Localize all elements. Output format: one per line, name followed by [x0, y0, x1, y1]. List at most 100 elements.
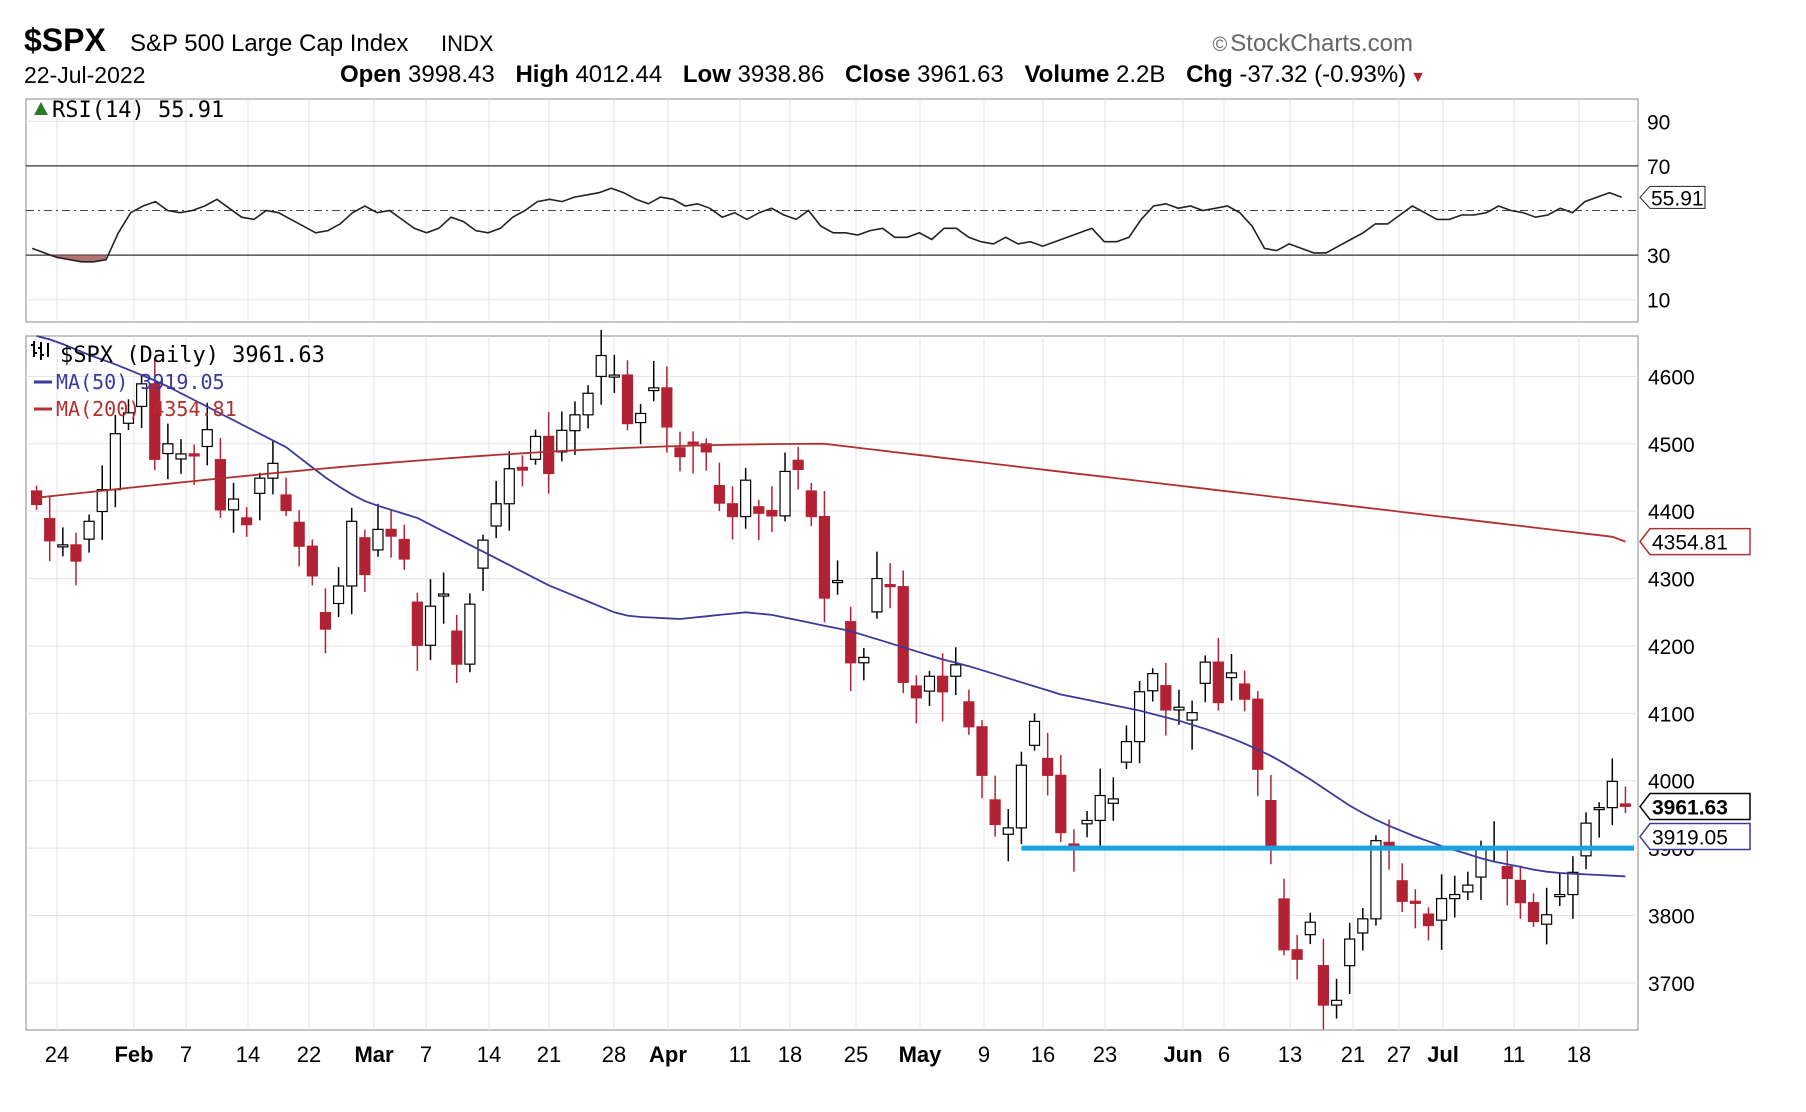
brand-logo[interactable]: © StockCharts.com	[1213, 30, 1413, 58]
rsi-last-value-box	[1639, 185, 1706, 209]
candle	[1593, 802, 1605, 838]
candle-body	[1199, 661, 1211, 684]
candle-body	[1186, 712, 1198, 721]
candle-body	[608, 374, 620, 378]
candle	[149, 358, 161, 471]
candle-body	[1396, 880, 1408, 902]
rsi-line	[31, 187, 1623, 263]
x-tick-label: 25	[844, 1042, 868, 1067]
price-frame	[25, 335, 1639, 1031]
candle-body	[1252, 698, 1264, 770]
candle-body	[267, 462, 279, 479]
chg-value: -37.32 (-0.93%)	[1239, 61, 1407, 88]
candle	[1094, 768, 1106, 849]
candle	[700, 438, 712, 471]
candle	[884, 563, 896, 609]
candle	[1015, 751, 1028, 845]
candle-body	[976, 726, 988, 776]
candle	[490, 480, 502, 539]
x-tick-label: 18	[778, 1042, 802, 1067]
candle-body	[1527, 902, 1540, 923]
candle	[792, 446, 804, 490]
candle	[1330, 978, 1343, 1019]
candle	[372, 503, 384, 557]
candle	[254, 472, 266, 521]
x-tick-label: Feb	[114, 1042, 153, 1067]
candle	[582, 385, 594, 429]
candle-body	[451, 630, 463, 665]
candle	[621, 360, 634, 431]
candle-body	[293, 521, 305, 547]
last-value-label: 4354.81	[1652, 532, 1728, 555]
candle-body	[818, 515, 831, 599]
candle	[1278, 878, 1290, 956]
rsi-tick-label: 70	[1647, 156, 1670, 179]
candle	[1239, 670, 1251, 712]
low-value: 3938.86	[737, 61, 825, 88]
candle-body	[1304, 921, 1316, 936]
candle	[740, 468, 752, 529]
candle	[831, 560, 844, 595]
x-tick-label: 11	[1503, 1042, 1526, 1067]
ohlc-summary: Open 3998.43 High 4012.44 Low 3938.86 Cl…	[340, 61, 1426, 89]
x-tick-label: 24	[45, 1042, 69, 1067]
price-tick-label: 4000	[1648, 771, 1695, 794]
rsi-title: RSI(14) 55.91	[52, 98, 224, 123]
candle-body	[910, 685, 922, 699]
x-tick-label: 14	[236, 1042, 260, 1067]
candle-body	[1541, 914, 1553, 925]
candle-body	[595, 354, 607, 378]
candle-body	[503, 468, 515, 505]
candle	[648, 360, 660, 402]
candle-body	[1147, 672, 1159, 692]
candle-body	[490, 503, 502, 527]
candle-body	[411, 601, 423, 646]
price-tick-label: 4100	[1648, 703, 1695, 726]
candle	[1344, 922, 1356, 994]
candle-body	[227, 498, 240, 511]
price-tick-label: 3700	[1648, 973, 1695, 996]
candle	[438, 572, 450, 624]
candle	[424, 579, 437, 661]
price-tick-label: 4300	[1648, 569, 1695, 592]
candle	[937, 653, 949, 722]
candle	[346, 507, 358, 615]
ma200-legend: MA(200) 4354.81	[56, 397, 237, 421]
last-value-tag	[1639, 822, 1751, 851]
candle-body	[779, 470, 791, 517]
candle-body	[529, 435, 542, 460]
candle	[753, 500, 765, 541]
candle	[1409, 889, 1421, 929]
candle-body	[1042, 757, 1054, 776]
x-tick-label: 21	[537, 1042, 561, 1067]
candle-body	[1554, 893, 1566, 898]
candle-body	[963, 701, 975, 728]
candle	[1449, 875, 1461, 918]
candle-body	[346, 520, 358, 587]
candle-body	[1514, 879, 1526, 904]
candle	[529, 429, 542, 465]
candle-body	[1278, 898, 1290, 951]
candle	[569, 401, 581, 455]
candle	[661, 366, 673, 453]
candle	[687, 431, 699, 474]
candle-body	[1501, 866, 1513, 879]
candle	[923, 670, 936, 706]
close-value: 3961.63	[917, 61, 1004, 88]
ma200-line	[36, 442, 1626, 543]
candle-body	[1120, 741, 1133, 763]
candle-body	[1291, 949, 1303, 960]
x-tick-label: Jul	[1427, 1042, 1459, 1067]
candle-body	[424, 605, 437, 646]
candle	[83, 514, 95, 553]
x-tick-label: 7	[420, 1042, 432, 1067]
x-tick-label: May	[899, 1042, 943, 1067]
candle-body	[201, 429, 213, 448]
candle-body	[516, 466, 529, 471]
candle	[805, 482, 817, 527]
candle	[1212, 637, 1224, 711]
last-value-tag	[1639, 527, 1751, 556]
candle	[411, 592, 423, 671]
candle	[332, 567, 345, 617]
ticker-symbol: $SPX	[24, 22, 106, 58]
